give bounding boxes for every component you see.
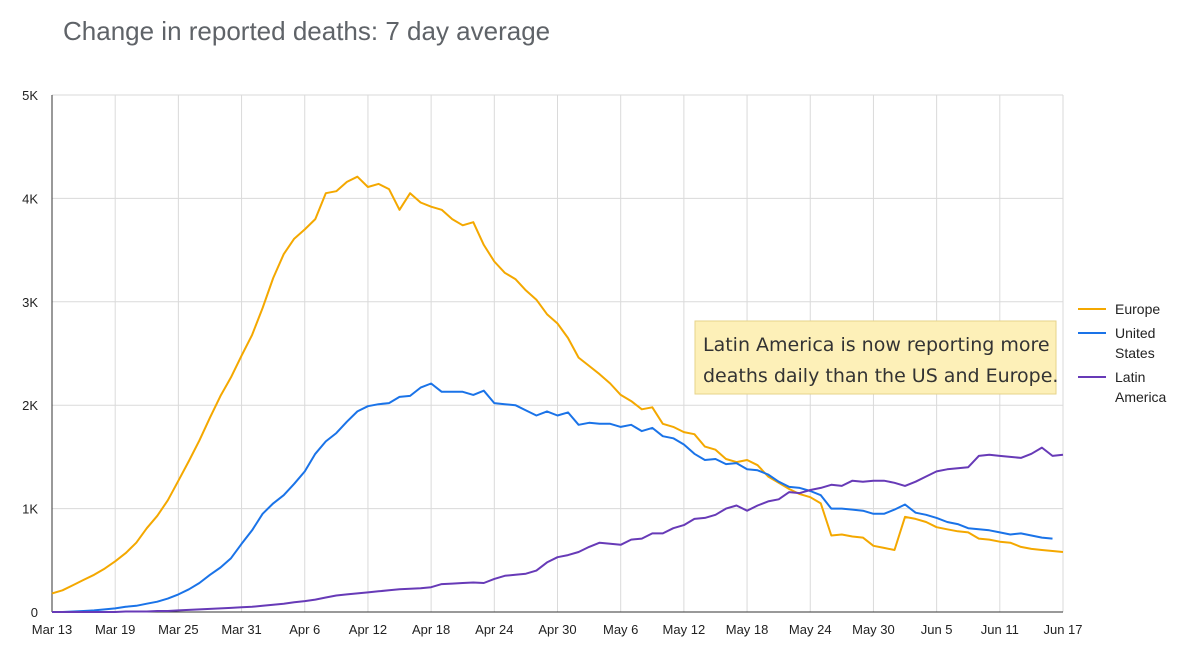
x-tick-label: Apr 24 — [475, 622, 513, 637]
legend-label: Europe — [1115, 301, 1160, 317]
annotation-line-2: deaths daily than the US and Europe. — [703, 365, 1058, 387]
y-tick-label: 0 — [31, 605, 38, 620]
series-line-0 — [51, 175, 1064, 595]
legend-label: States — [1115, 345, 1155, 361]
x-tick-label: Apr 30 — [538, 622, 576, 637]
y-tick-label: 2K — [22, 398, 38, 413]
legend-label: Latin — [1115, 369, 1145, 385]
x-tick-label: Apr 6 — [289, 622, 320, 637]
annotation-box — [694, 320, 1057, 395]
x-tick-label: Mar 13 — [32, 622, 72, 637]
y-tick-label: 3K — [22, 295, 38, 310]
x-tick-label: Mar 19 — [95, 622, 135, 637]
annotation-callout: Latin America is now reporting more deat… — [694, 320, 1058, 395]
x-tick-label: May 24 — [789, 622, 832, 637]
series-line-1 — [52, 382, 1053, 613]
legend-label: America — [1115, 389, 1167, 405]
series-line-2 — [52, 446, 1064, 613]
x-tick-label: Jun 5 — [921, 622, 953, 637]
y-tick-label: 5K — [22, 88, 38, 103]
annotation-line-1: Latin America is now reporting more — [703, 334, 1050, 356]
x-tick-label: Mar 25 — [158, 622, 198, 637]
y-tick-label: 4K — [22, 191, 38, 206]
x-tick-label: May 30 — [852, 622, 895, 637]
x-tick-label: Apr 12 — [349, 622, 387, 637]
legend: Europe United States Latin America — [1078, 301, 1167, 405]
x-tick-label: Apr 18 — [412, 622, 450, 637]
series-lines — [51, 175, 1064, 613]
axes: Mar 13 Mar 19 Mar 25 Mar 31 Apr 6 Apr 12 Apr 1… — [22, 88, 1082, 637]
x-tick-label: May 6 — [603, 622, 638, 637]
x-tick-label: May 12 — [663, 622, 706, 637]
x-tick-label: Jun 11 — [981, 622, 1019, 637]
x-tick-label: Jun 17 — [1043, 622, 1082, 637]
chart-title: Change in reported deaths: 7 day average — [63, 16, 551, 46]
y-tick-label: 1K — [22, 502, 38, 517]
x-tick-label: Mar 31 — [221, 622, 261, 637]
legend-label: United — [1115, 325, 1155, 341]
x-tick-label: May 18 — [726, 622, 769, 637]
